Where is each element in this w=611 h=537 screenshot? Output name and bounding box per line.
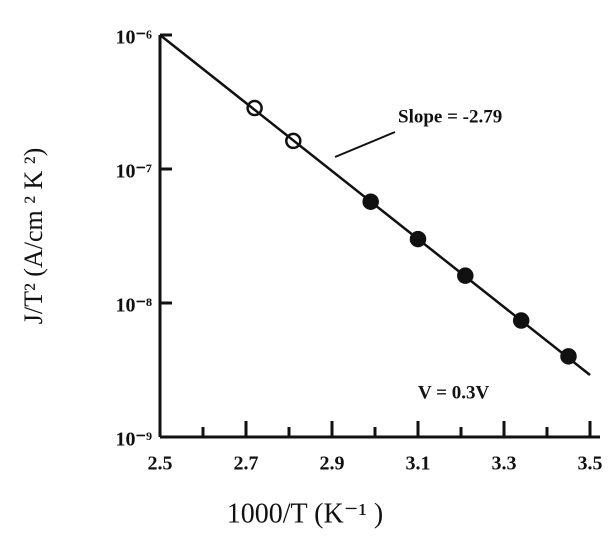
y-tick-label: 10⁻⁸: [115, 295, 152, 317]
voltage-annotation: V = 0.3V: [418, 382, 489, 403]
x-tick-label: 2.5: [148, 453, 173, 475]
x-tick-label: 2.9: [320, 453, 345, 475]
slope-annotation: Slope = -2.79: [398, 106, 502, 127]
y-tick-label: 10⁻⁷: [115, 161, 152, 183]
x-tick-label: 3.3: [492, 453, 517, 475]
x-axis-label: 1000/T (K⁻¹ ): [227, 498, 383, 529]
y-tick-label: 10⁻⁹: [115, 429, 152, 451]
x-tick-label: 3.5: [578, 453, 603, 475]
y-axis-label: J/T² (A/cm ² K ²): [19, 148, 48, 324]
fit-line: [159, 34, 591, 377]
x-tick-label: 2.7: [234, 453, 259, 475]
y-tick-label: 10⁻⁶: [115, 27, 152, 49]
annotation-leader: [334, 131, 396, 158]
x-tick-label: 3.1: [406, 453, 431, 475]
